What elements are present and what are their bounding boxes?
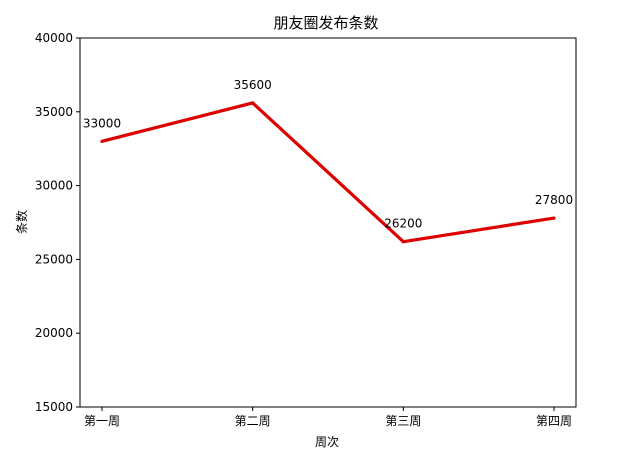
x-tick-label: 第二周 — [235, 414, 271, 428]
data-label: 35600 — [234, 78, 272, 92]
x-tick-label: 第三周 — [385, 414, 421, 428]
data-point — [401, 240, 405, 244]
series-line — [101, 101, 555, 244]
data-label: 33000 — [83, 116, 121, 130]
y-tick-label: 15000 — [35, 400, 73, 414]
y-tick-label: 25000 — [35, 252, 73, 266]
y-axis-ticks: 15000 20000 25000 30000 35000 40000 — [35, 31, 80, 414]
y-tick-label: 35000 — [35, 105, 73, 119]
data-point — [100, 139, 104, 143]
x-axis-label: 周次 — [315, 435, 339, 449]
y-tick-label: 20000 — [35, 326, 73, 340]
y-tick-label: 30000 — [35, 179, 73, 193]
data-labels: 33000 35600 26200 27800 — [83, 78, 573, 244]
plot-frame — [79, 37, 577, 408]
x-tick-label: 第四周 — [536, 414, 572, 428]
data-label: 27800 — [535, 193, 573, 207]
x-axis-ticks: 第一周 第二周 第三周 第四周 — [84, 407, 572, 428]
data-point — [251, 101, 255, 105]
y-tick-label: 40000 — [35, 31, 73, 45]
y-axis-label: 条数 — [14, 210, 29, 234]
data-point — [552, 216, 556, 220]
x-tick-label: 第一周 — [84, 414, 120, 428]
chart-title: 朋友圈发布条数 — [273, 14, 378, 32]
data-label: 26200 — [384, 217, 422, 231]
